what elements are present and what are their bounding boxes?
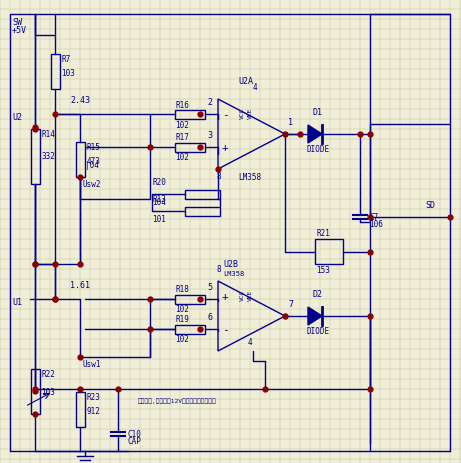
Text: R14: R14: [41, 130, 55, 139]
Text: 4: 4: [253, 83, 258, 92]
Bar: [30, 369, 40, 414]
Text: 6: 6: [207, 313, 212, 321]
Text: Usw2: Usw2: [82, 180, 100, 188]
Text: 4: 4: [248, 337, 253, 346]
Text: CAP: CAP: [127, 436, 141, 445]
Text: 7: 7: [288, 300, 293, 308]
Bar: [185, 190, 220, 199]
Text: +: +: [222, 143, 229, 153]
Text: -: -: [222, 110, 229, 120]
Text: R21: R21: [316, 229, 330, 238]
Text: 104: 104: [152, 198, 166, 206]
Text: SD: SD: [425, 200, 435, 210]
Text: U2A: U2A: [238, 77, 253, 86]
Text: 2.43: 2.43: [70, 96, 90, 105]
Text: R13: R13: [152, 194, 166, 204]
Text: 912: 912: [87, 406, 100, 415]
Bar: [175, 110, 205, 119]
Text: R16: R16: [175, 100, 189, 109]
Text: U1: U1: [12, 297, 22, 307]
Text: +: +: [222, 291, 229, 301]
Text: R22: R22: [41, 369, 55, 378]
Text: R19: R19: [175, 315, 189, 324]
Text: U2B: U2B: [223, 259, 238, 269]
Text: 102: 102: [175, 120, 189, 129]
Polygon shape: [308, 307, 322, 325]
Polygon shape: [308, 126, 322, 144]
Text: -: -: [222, 324, 229, 334]
Text: VCC: VCC: [240, 108, 245, 119]
Text: SW: SW: [12, 18, 22, 27]
Bar: [175, 143, 205, 152]
Text: DIODE: DIODE: [306, 144, 329, 154]
Text: D2: D2: [312, 289, 322, 298]
Text: 103: 103: [41, 387, 55, 396]
Text: 332: 332: [41, 152, 55, 161]
Bar: [175, 295, 205, 304]
Text: R15: R15: [87, 143, 100, 152]
Text: 102: 102: [175, 153, 189, 162]
Text: 电池欠压,过压保护12V时允许目前保护原稿: 电池欠压,过压保护12V时允许目前保护原稿: [138, 397, 217, 403]
Text: LM358: LM358: [223, 270, 244, 276]
Text: 102: 102: [175, 335, 189, 344]
Text: D1: D1: [312, 108, 322, 117]
Text: 153: 153: [316, 265, 330, 275]
Text: 101: 101: [152, 214, 166, 224]
Text: 473: 473: [87, 156, 100, 166]
Text: Usw1: Usw1: [82, 359, 100, 368]
Bar: [185, 207, 220, 216]
Text: 102: 102: [175, 305, 189, 314]
Text: VEE: VEE: [248, 108, 253, 119]
Bar: [76, 392, 84, 427]
Text: 1.61: 1.61: [70, 281, 90, 289]
Text: R18: R18: [175, 285, 189, 294]
Text: VCC: VCC: [240, 289, 245, 300]
Text: 5: 5: [207, 282, 212, 291]
Text: R20: R20: [152, 178, 166, 187]
Text: 103: 103: [61, 69, 76, 78]
Text: 106: 106: [369, 219, 383, 229]
Text: U2: U2: [12, 113, 22, 122]
Text: VEE: VEE: [248, 289, 253, 300]
Text: DIODE: DIODE: [306, 326, 329, 335]
Text: LM358: LM358: [238, 173, 261, 181]
Text: C7: C7: [369, 213, 378, 221]
Bar: [76, 143, 84, 178]
Text: C10: C10: [127, 429, 141, 438]
Bar: [30, 130, 40, 185]
Text: 8: 8: [216, 264, 221, 274]
Text: R7: R7: [61, 55, 71, 64]
Text: +5V: +5V: [12, 26, 27, 35]
Text: 8: 8: [216, 172, 221, 181]
Text: 1: 1: [288, 118, 293, 127]
Bar: [51, 55, 59, 90]
Text: |04: |04: [85, 161, 99, 169]
Bar: [315, 239, 343, 264]
Bar: [175, 325, 205, 334]
Text: 2: 2: [207, 98, 212, 107]
Text: R17: R17: [175, 133, 189, 142]
Text: R23: R23: [87, 392, 100, 401]
Text: 3: 3: [207, 131, 212, 140]
